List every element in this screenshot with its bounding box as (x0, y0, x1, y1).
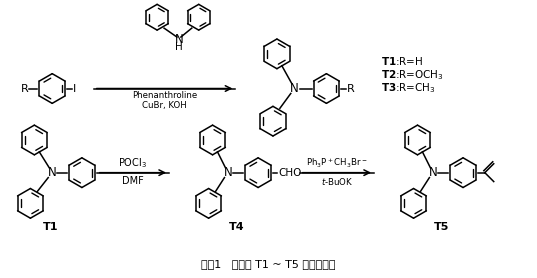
Text: N: N (175, 33, 183, 46)
Text: N: N (224, 166, 233, 179)
Text: T4: T4 (229, 222, 244, 232)
Text: I: I (73, 83, 76, 93)
Text: $\mathbf{T2}$:R=OCH$_3$: $\mathbf{T2}$:R=OCH$_3$ (381, 68, 444, 81)
Text: Phenanthroline: Phenanthroline (132, 91, 197, 100)
Text: N: N (429, 166, 438, 179)
Text: $\mathbf{T3}$:R=CH$_3$: $\mathbf{T3}$:R=CH$_3$ (381, 82, 435, 95)
Text: 图式1   化合物 T1 ~ T5 的合成路线: 图式1 化合物 T1 ~ T5 的合成路线 (201, 259, 336, 269)
Text: CuBr, KOH: CuBr, KOH (142, 101, 187, 110)
Text: $t$-BuOK: $t$-BuOK (321, 176, 353, 187)
Text: POCl$_3$: POCl$_3$ (118, 156, 147, 170)
Text: N: N (48, 166, 56, 179)
Text: T1: T1 (42, 222, 58, 232)
Text: Ph$_3$P$^+$CH$_3$Br$^-$: Ph$_3$P$^+$CH$_3$Br$^-$ (306, 157, 368, 170)
Text: H: H (175, 42, 183, 52)
Text: $\mathbf{T1}$:R=H: $\mathbf{T1}$:R=H (381, 55, 423, 67)
Text: R: R (347, 83, 355, 93)
Text: DMF: DMF (122, 176, 144, 186)
Text: N: N (291, 82, 299, 95)
Text: R: R (20, 83, 28, 93)
Text: T5: T5 (433, 222, 449, 232)
Text: CHO: CHO (278, 168, 301, 178)
